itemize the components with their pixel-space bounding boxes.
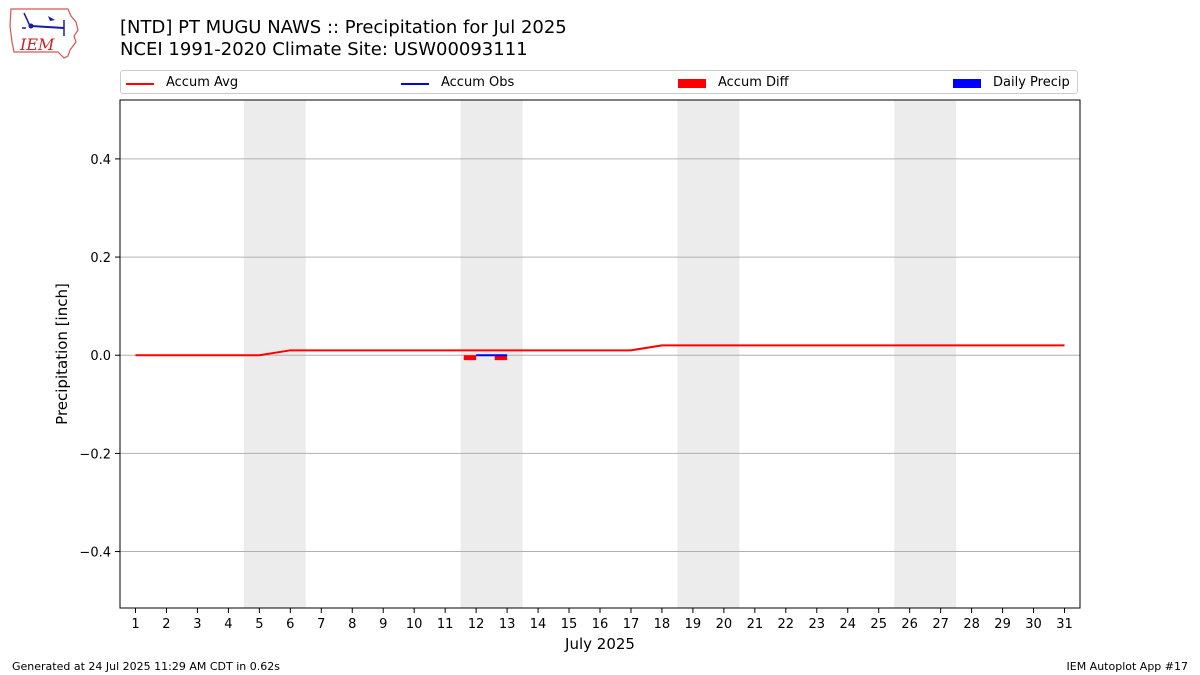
accum-diff-swatch (678, 79, 706, 88)
x-tick-label: 12 (468, 617, 485, 632)
generated-timestamp: Generated at 24 Jul 2025 11:29 AM CDT in… (12, 660, 280, 673)
x-tick-label: 24 (839, 617, 856, 632)
x-tick-label: 8 (348, 617, 356, 632)
x-tick-label: 31 (1056, 617, 1073, 632)
x-tick-label: 21 (747, 617, 764, 632)
x-tick-label: 17 (623, 617, 640, 632)
x-tick-label: 22 (778, 617, 795, 632)
accum-avg-swatch (126, 83, 154, 85)
x-tick-label: 25 (870, 617, 887, 632)
x-tick-label: 7 (317, 617, 325, 632)
iem-logo: IEM (8, 6, 82, 60)
daily-precip-swatch (953, 79, 981, 88)
y-tick-label: −0.4 (79, 546, 111, 561)
app-id: IEM Autoplot App #17 (1066, 660, 1189, 673)
weekend-band (894, 100, 957, 608)
y-tick-label: 0.4 (90, 153, 111, 168)
legend-label-daily-precip: Daily Precip (993, 75, 1070, 90)
title-line-2: NCEI 1991-2020 Climate Site: USW00093111 (120, 39, 528, 60)
series-lines (135, 344, 1065, 357)
x-tick-label: 27 (932, 617, 949, 632)
x-tick-label: 2 (162, 617, 170, 632)
legend-label-accum-avg: Accum Avg (166, 75, 239, 90)
chart-title: [NTD] PT MUGU NAWS :: Precipitation for … (120, 17, 567, 61)
bar (494, 355, 508, 361)
weekend-shading (243, 100, 957, 608)
weekend-band (677, 100, 740, 608)
legend-label-accum-obs: Accum Obs (441, 75, 515, 90)
title-line-1: [NTD] PT MUGU NAWS :: Precipitation for … (120, 17, 567, 38)
y-tick-label: 0.0 (90, 349, 111, 364)
legend-label-accum-diff: Accum Diff (718, 75, 789, 90)
x-tick-label: 29 (994, 617, 1011, 632)
x-tick-label: 11 (437, 617, 454, 632)
x-tick-label: 18 (654, 617, 671, 632)
x-tick-label: 13 (499, 617, 516, 632)
weekend-band (243, 100, 306, 608)
x-tick-label: 20 (716, 617, 733, 632)
x-tick-label: 15 (561, 617, 578, 632)
x-tick-label: 28 (963, 617, 980, 632)
logo-text: IEM (19, 35, 55, 54)
bar-marks (463, 355, 508, 361)
y-tick-label: −0.2 (79, 447, 111, 462)
x-tick-label: 26 (901, 617, 918, 632)
x-tick-label: 9 (379, 617, 387, 632)
x-tick-label: 4 (224, 617, 232, 632)
series-line-accum-avg (135, 344, 1065, 357)
weekend-band (460, 100, 523, 608)
iowa-map-icon: IEM (9, 8, 79, 59)
y-ticks: −0.4 −0.2 0.0 0.2 0.4 (79, 153, 120, 561)
x-tick-label: 19 (685, 617, 702, 632)
x-tick-label: 1 (131, 617, 139, 632)
x-tick-label: 30 (1025, 617, 1042, 632)
bar (463, 355, 477, 361)
x-ticks: 1 2 3 4 5 6 7 8 9 10 11 12 13 14 15 16 17 18 19 20 21 22 23 24 2… (131, 608, 1073, 632)
x-tick-label: 3 (193, 617, 201, 632)
x-tick-label: 16 (592, 617, 609, 632)
y-axis-label: Precipitation [inch] (53, 283, 71, 425)
y-tick-label: 0.2 (90, 251, 111, 266)
x-tick-label: 14 (530, 617, 547, 632)
grid-lines (120, 158, 1080, 553)
x-tick-label: 10 (406, 617, 423, 632)
x-axis-label: July 2025 (564, 635, 635, 653)
legend: Accum Avg Accum Obs Accum Diff Daily Pre… (120, 70, 1078, 94)
x-tick-label: 5 (255, 617, 263, 632)
x-tick-label: 23 (809, 617, 826, 632)
x-tick-label: 6 (286, 617, 294, 632)
accum-obs-swatch (401, 83, 429, 85)
